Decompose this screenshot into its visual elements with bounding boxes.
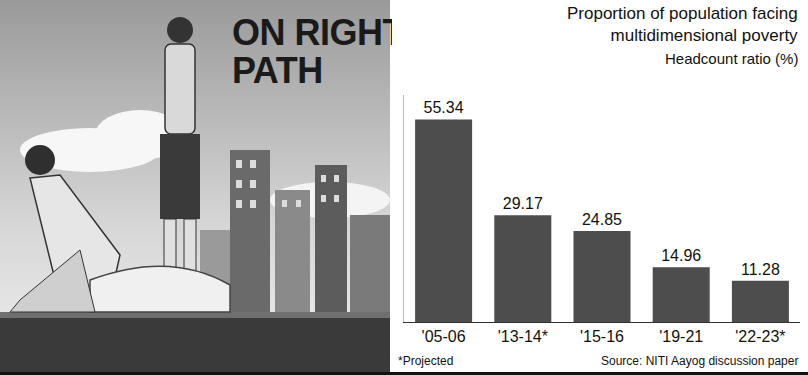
svg-text:24.85: 24.85 xyxy=(582,211,622,228)
svg-text:11.28: 11.28 xyxy=(741,261,780,278)
svg-text:'19-21: '19-21 xyxy=(659,328,703,345)
html-text:ON RIGHT PATH: ON RIGHT PATH xyxy=(232,12,404,91)
svg-text:'22-23*: '22-23* xyxy=(735,328,785,345)
svg-text:Proportion of population facin: Proportion of population facingmultidime… xyxy=(567,4,798,45)
svg-text:Source: NITI Aayog discussion: Source: NITI Aayog discussion paper xyxy=(601,354,798,368)
svg-text:55.34: 55.34 xyxy=(424,99,464,116)
svg-text:'05-06: '05-06 xyxy=(422,328,466,345)
svg-text:'15-16: '15-16 xyxy=(580,328,624,345)
svg-text:*Projected: *Projected xyxy=(398,354,453,368)
svg-text:14.96: 14.96 xyxy=(661,247,701,264)
svg-text:'13-14*: '13-14* xyxy=(498,328,548,345)
svg-text:29.17: 29.17 xyxy=(503,195,543,212)
svg-text:Headcount ratio (%): Headcount ratio (%) xyxy=(665,50,798,67)
